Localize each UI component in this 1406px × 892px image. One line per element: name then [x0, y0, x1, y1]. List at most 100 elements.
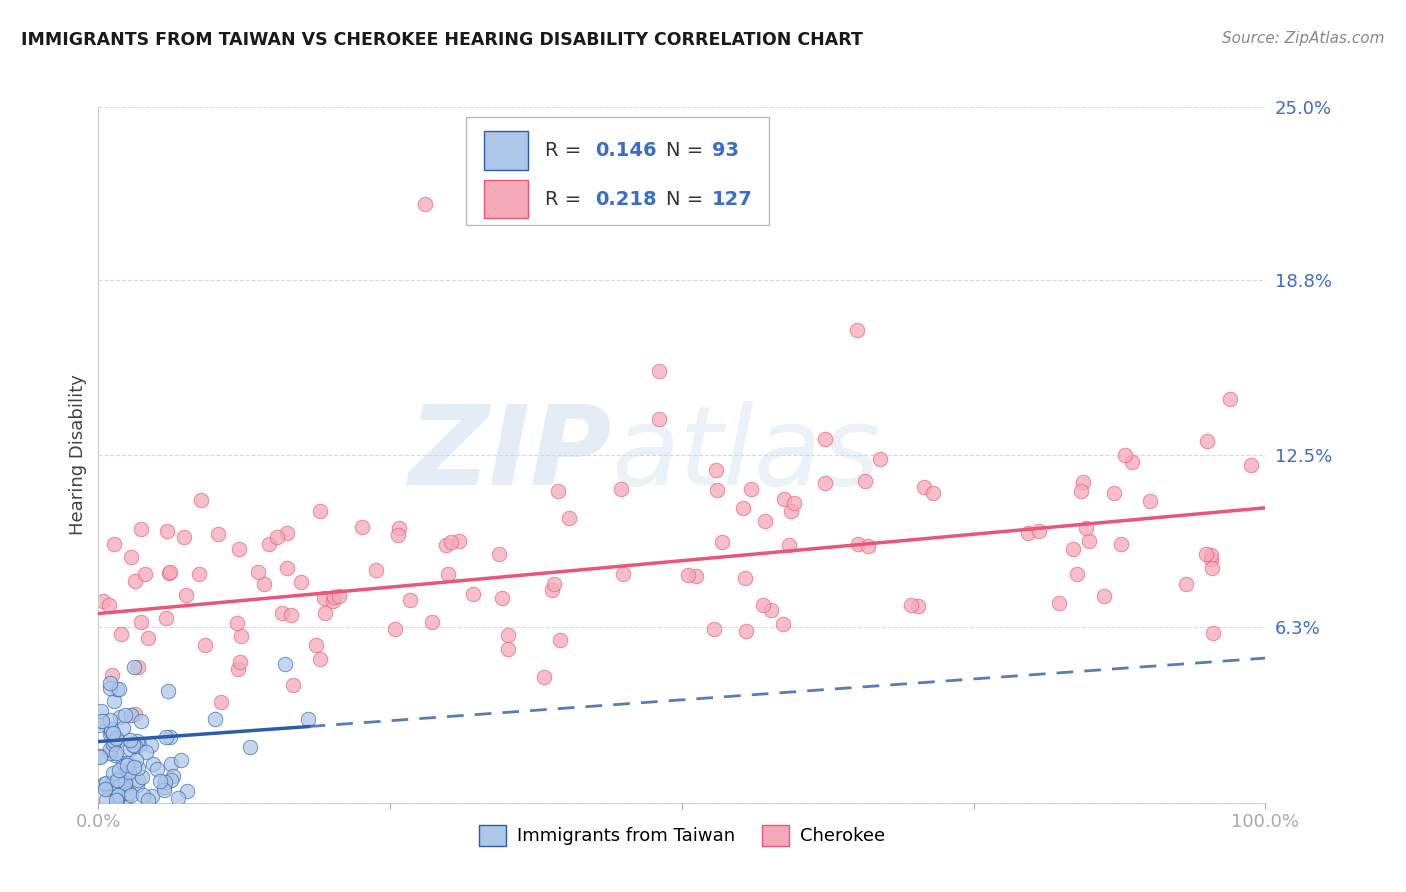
Point [1066, 567, 1088, 582]
Point [1071, 475, 1094, 489]
Point [706, 483, 728, 497]
Point [387, 528, 409, 542]
Point [309, 504, 332, 518]
Text: R =: R = [546, 141, 588, 160]
FancyBboxPatch shape [465, 118, 769, 226]
Point [114, 707, 136, 722]
Point [350, 520, 373, 534]
Point [101, 776, 124, 790]
Point [461, 587, 484, 601]
Point [142, 757, 165, 772]
Point [648, 412, 671, 426]
Point [711, 534, 734, 549]
Point [541, 583, 564, 598]
Point [188, 567, 211, 582]
Point [610, 482, 633, 496]
Point [129, 714, 152, 729]
Point [118, 733, 141, 747]
Point [1139, 494, 1161, 508]
Point [98, 713, 121, 727]
Point [94, 793, 117, 807]
Point [779, 504, 801, 518]
Point [160, 772, 183, 787]
Point [676, 568, 699, 582]
Point [174, 588, 197, 602]
Point [111, 773, 134, 788]
Point [1028, 524, 1050, 538]
Text: N =: N = [665, 190, 709, 209]
Point [328, 590, 350, 604]
Point [1102, 486, 1125, 500]
Point [127, 733, 149, 747]
Point [114, 781, 136, 796]
Point [231, 628, 253, 642]
Point [115, 757, 138, 772]
Point [124, 739, 146, 753]
Point [149, 774, 172, 789]
Point [322, 590, 344, 604]
Text: R =: R = [546, 190, 588, 209]
Point [170, 753, 193, 767]
Point [97, 782, 120, 797]
Point [136, 631, 159, 645]
Point [136, 793, 159, 807]
Point [1219, 392, 1241, 407]
Point [129, 522, 152, 536]
Point [388, 520, 411, 534]
Point [105, 731, 128, 745]
Point [440, 535, 463, 549]
Point [209, 695, 232, 709]
Point [1017, 525, 1039, 540]
Point [754, 514, 776, 528]
Point [778, 538, 800, 552]
Point [853, 475, 876, 489]
Point [153, 780, 176, 794]
Point [100, 723, 122, 737]
Point [1202, 625, 1225, 640]
Point [108, 682, 131, 697]
Point [259, 537, 281, 551]
Point [1070, 484, 1092, 499]
Point [101, 737, 124, 751]
Point [114, 766, 136, 780]
Point [141, 789, 163, 804]
Point [247, 565, 270, 579]
Point [100, 725, 122, 739]
Point [120, 788, 142, 802]
Point [1062, 541, 1084, 556]
Point [384, 622, 406, 636]
Point [93, 782, 115, 797]
Point [814, 432, 837, 446]
Point [98, 599, 121, 613]
Point [322, 594, 344, 608]
Point [703, 622, 725, 636]
Point [1074, 521, 1097, 535]
Point [772, 616, 794, 631]
Point [173, 530, 195, 544]
Point [364, 563, 387, 577]
Point [159, 566, 181, 580]
Point [98, 742, 121, 756]
Point [305, 638, 328, 652]
Point [1195, 434, 1218, 448]
Point [761, 603, 783, 617]
Point [134, 566, 156, 581]
Point [103, 694, 125, 708]
Point [312, 591, 335, 606]
Point [129, 615, 152, 630]
Point [413, 197, 436, 211]
Point [122, 739, 145, 753]
Point [204, 712, 226, 726]
Point [207, 527, 229, 541]
Point [103, 537, 125, 551]
Point [108, 710, 131, 724]
Y-axis label: Hearing Disability: Hearing Disability [69, 375, 87, 535]
Point [131, 770, 153, 784]
Text: IMMIGRANTS FROM TAIWAN VS CHEROKEE HEARING DISABILITY CORRELATION CHART: IMMIGRANTS FROM TAIWAN VS CHEROKEE HEARI… [21, 31, 863, 49]
Point [91, 714, 114, 728]
Point [225, 616, 247, 631]
Text: 0.146: 0.146 [596, 141, 657, 160]
Point [846, 323, 869, 337]
Point [1201, 552, 1223, 566]
Text: 93: 93 [713, 141, 740, 160]
